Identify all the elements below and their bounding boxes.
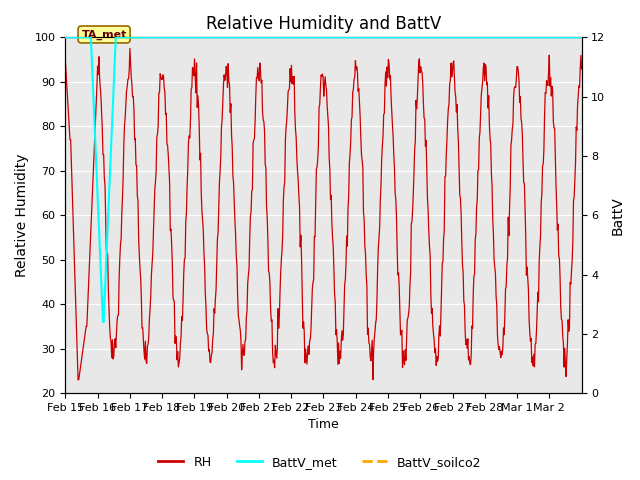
Y-axis label: Relative Humidity: Relative Humidity: [15, 154, 29, 277]
X-axis label: Time: Time: [308, 419, 339, 432]
Text: TA_met: TA_met: [81, 29, 127, 39]
Title: Relative Humidity and BattV: Relative Humidity and BattV: [206, 15, 441, 33]
Y-axis label: BattV: BattV: [611, 196, 625, 235]
Legend: RH, BattV_met, BattV_soilco2: RH, BattV_met, BattV_soilco2: [154, 451, 486, 474]
